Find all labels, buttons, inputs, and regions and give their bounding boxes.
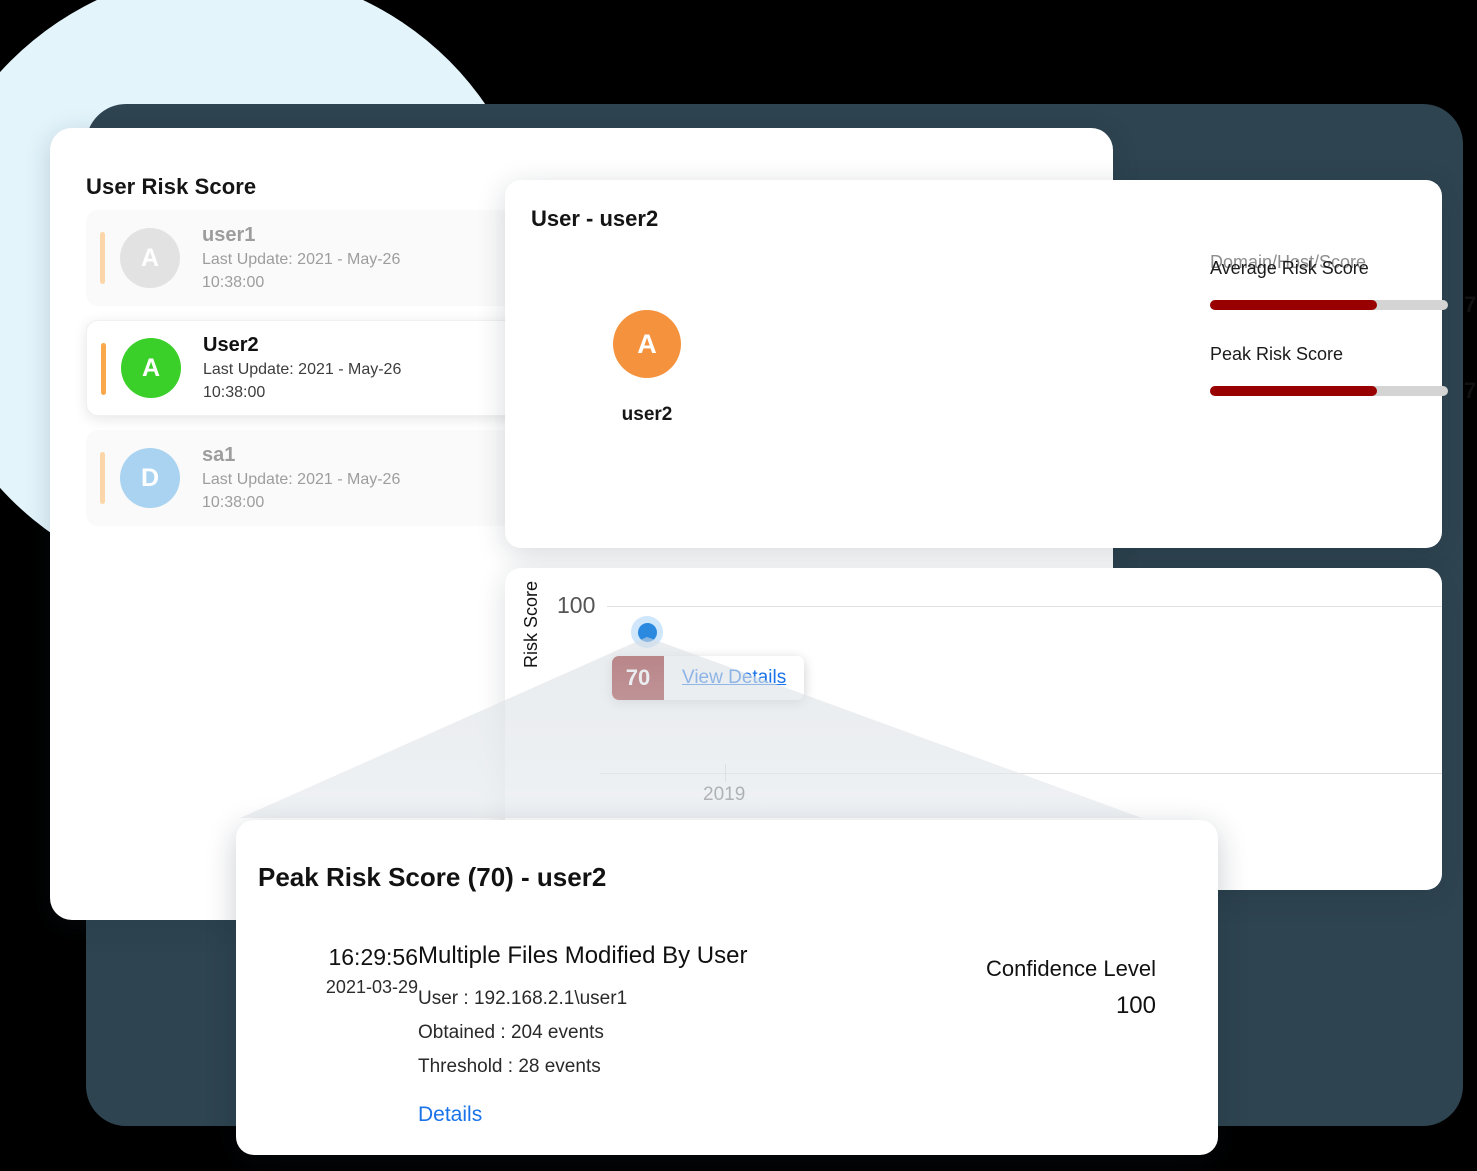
progress-fill <box>1210 300 1377 310</box>
meter-label: Peak Risk Score <box>1210 344 1344 364</box>
meter-peak-risk-score: Peak Risk Score 70 <box>1210 344 1477 404</box>
y-axis-tick-100: 100 <box>557 592 596 618</box>
x-axis-tick-2019: 2019 <box>703 784 746 805</box>
event-body: Multiple Files Modified By User User : 1… <box>418 942 747 1127</box>
progress-track <box>1210 300 1448 310</box>
confidence-block: Confidence Level 100 <box>936 956 1156 1020</box>
domain-host-score-label: Domain/Host/Score <box>1210 252 1367 272</box>
x-axis-tick-mark <box>725 764 726 782</box>
confidence-level-value: 100 <box>1115 992 1156 1019</box>
meter-value: 70 <box>1464 292 1477 317</box>
progress-fill <box>1210 386 1377 396</box>
tooltip-score-badge: 70 <box>612 656 664 700</box>
y-axis-title: Risk Score <box>521 580 541 668</box>
list-item-text: sa1 Last Update: 2021 - May-26 10:38:00 <box>202 442 506 514</box>
list-item[interactable]: A user1 Last Update: 2021 - May-26 10:38… <box>86 210 556 306</box>
risk-meters-left: Average Risk Score 70 Peak Risk Score 70 <box>1210 258 1477 430</box>
user-detail-card: User - user2 A user2 Domain/Host/Score A… <box>505 180 1477 548</box>
avatar: D <box>120 448 180 508</box>
event-user-line: User : 192.168.2.1\user1 <box>418 988 628 1009</box>
peak-risk-detail-card: Peak Risk Score (70) - user2 16:29:56 20… <box>236 820 1218 1155</box>
avatar-letter: A <box>140 243 160 272</box>
event-threshold-line: Threshold : 28 events <box>418 1055 601 1077</box>
gridline <box>607 606 1442 607</box>
avatar: A <box>120 228 180 288</box>
page-title: User Risk Score <box>86 174 257 199</box>
progress-track <box>1210 386 1448 396</box>
avatar-letter: A <box>637 328 657 359</box>
user-risk-list: A user1 Last Update: 2021 - May-26 10:38… <box>86 210 556 540</box>
list-item-name: User2 <box>203 334 259 357</box>
chart-data-point[interactable] <box>631 616 663 648</box>
list-item-text: user1 Last Update: 2021 - May-26 10:38:0… <box>202 222 506 294</box>
list-item-subtitle: Last Update: 2021 - May-26 10:38:00 <box>203 361 402 401</box>
row-accent-bar <box>100 232 105 284</box>
list-item-subtitle: Last Update: 2021 - May-26 10:38:00 <box>202 471 401 511</box>
details-link[interactable]: Details <box>418 1103 483 1127</box>
event-timestamp: 16:29:56 2021-03-29 <box>258 942 418 1002</box>
avatar-username: user2 <box>621 404 673 425</box>
meter-value: 70 <box>1464 378 1477 403</box>
meter-label: Average Risk Score <box>1210 258 1369 278</box>
view-details-link[interactable]: View Details <box>682 667 787 688</box>
confidence-level-label: Confidence Level <box>985 956 1156 981</box>
chart-data-point-core <box>637 622 657 642</box>
avatar-letter: A <box>141 353 161 382</box>
user-avatar-block: A user2 <box>587 310 707 426</box>
detail-card-title: Peak Risk Score (70) - user2 <box>258 862 607 892</box>
list-item[interactable]: D sa1 Last Update: 2021 - May-26 10:38:0… <box>86 430 556 526</box>
list-item-selected[interactable]: A User2 Last Update: 2021 - May-26 10:38… <box>86 320 556 416</box>
event-obtained-line: Obtained : 204 events <box>418 1021 604 1043</box>
avatar-letter: D <box>140 463 160 492</box>
x-axis-line <box>600 773 1442 774</box>
list-item-subtitle: Last Update: 2021 - May-26 10:38:00 <box>202 251 401 291</box>
list-item-text: User2 Last Update: 2021 - May-26 10:38:0… <box>203 332 529 404</box>
row-accent-bar <box>100 452 105 504</box>
event-time: 16:29:56 <box>328 944 418 970</box>
event-date: 2021-03-29 <box>325 977 418 998</box>
list-item-name: sa1 <box>202 444 236 467</box>
list-item-name: user1 <box>202 224 256 247</box>
event-title: Multiple Files Modified By User <box>418 942 748 969</box>
meter-average-risk-score: Average Risk Score 70 <box>1210 258 1477 318</box>
avatar: A <box>613 310 681 378</box>
row-accent-bar <box>101 343 106 395</box>
avatar: A <box>121 338 181 398</box>
user-card-title: User - user2 <box>531 206 659 231</box>
chart-tooltip[interactable]: 70 View Details <box>612 656 805 700</box>
